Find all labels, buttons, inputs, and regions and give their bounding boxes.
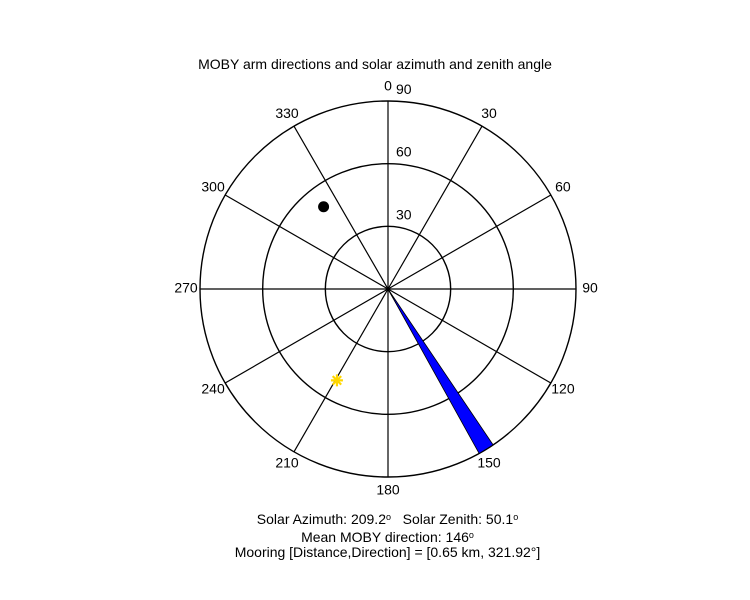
mooring-text: Mooring [Distance,Direction] = [0.65 km,… <box>234 544 541 560</box>
polar-marks <box>318 201 494 454</box>
range-tick-label: 90 <box>396 81 412 97</box>
spoke-line <box>293 125 389 290</box>
solar-zenith-text: Solar Zenith: 50.1 <box>402 511 514 527</box>
angle-tick-label: 210 <box>275 455 299 471</box>
sun-marker-ray <box>331 375 342 386</box>
angle-tick-label: 30 <box>481 105 497 121</box>
angle-tick-label: 150 <box>477 455 501 471</box>
angle-tick-label: 300 <box>201 179 225 195</box>
angle-tick-label: 90 <box>582 280 598 296</box>
spoke-line <box>293 288 389 453</box>
mean-direction-text: Mean MOBY direction: 146 <box>301 529 469 545</box>
angle-tick-label: 0 <box>384 78 392 94</box>
range-tick-label: 30 <box>396 206 412 222</box>
mooring-marker <box>318 201 330 213</box>
solar-info-line: Solar Azimuth: 209.2o Solar Zenith: 50.1… <box>0 508 750 528</box>
angle-tick-label: 270 <box>174 280 198 296</box>
mooring-line: Mooring [Distance,Direction] = [0.65 km,… <box>0 543 750 561</box>
polar-labels: 0 30 60 90 120 150 180 210 240 270 300 330 30 60 90 <box>174 78 598 498</box>
degree-mark: o <box>468 530 474 540</box>
angle-tick-label: 240 <box>201 381 225 397</box>
sun-marker <box>330 374 343 387</box>
moby-arm-wedge <box>387 288 494 454</box>
degree-mark: o <box>385 512 391 522</box>
solar-azimuth-text: Solar Azimuth: 209.2 <box>256 511 386 527</box>
angle-tick-label: 180 <box>376 482 400 498</box>
chart-title: MOBY arm directions and solar azimuth an… <box>198 56 552 72</box>
spoke-line <box>387 125 483 290</box>
spoke-line <box>224 288 389 384</box>
degree-mark: o <box>513 512 519 522</box>
angle-tick-label: 330 <box>275 105 299 121</box>
spoke-line <box>387 288 552 384</box>
angle-tick-label: 60 <box>555 179 571 195</box>
spoke-line <box>387 194 552 290</box>
mean-direction-line: Mean MOBY direction: 146o <box>0 526 750 546</box>
spoke-line <box>224 194 389 290</box>
range-tick-label: 60 <box>396 144 412 160</box>
angle-tick-label: 120 <box>551 381 575 397</box>
